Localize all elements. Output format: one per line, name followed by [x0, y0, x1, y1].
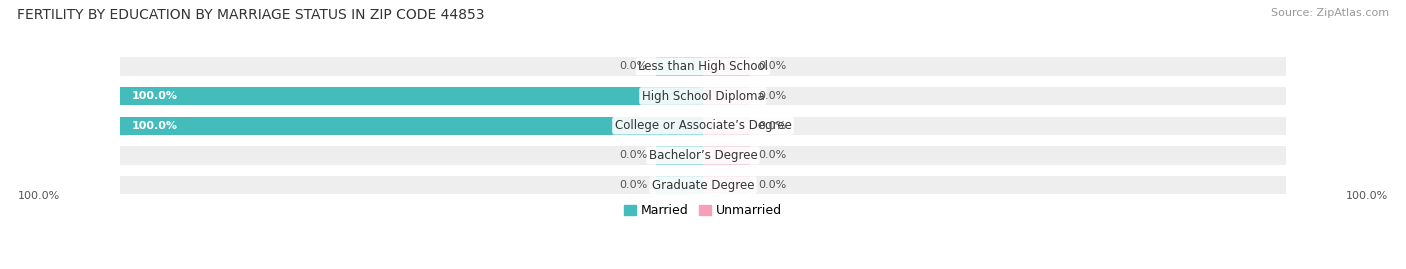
Bar [120, 87, 703, 105]
Text: Bachelor’s Degree: Bachelor’s Degree [648, 149, 758, 162]
Text: 100.0%: 100.0% [18, 192, 60, 201]
Text: FERTILITY BY EDUCATION BY MARRIAGE STATUS IN ZIP CODE 44853: FERTILITY BY EDUCATION BY MARRIAGE STATU… [17, 8, 485, 22]
Text: 0.0%: 0.0% [758, 121, 786, 131]
Bar [120, 116, 703, 135]
Bar [120, 87, 703, 105]
Bar [703, 87, 749, 105]
Bar [657, 176, 703, 194]
Bar [703, 176, 1286, 194]
Bar [703, 116, 749, 135]
Text: Graduate Degree: Graduate Degree [652, 179, 754, 192]
Bar [703, 57, 1286, 76]
Text: 100.0%: 100.0% [132, 121, 177, 131]
Bar [120, 57, 703, 76]
Bar [703, 146, 749, 165]
Bar [657, 57, 703, 76]
Bar [703, 176, 749, 194]
Text: Less than High School: Less than High School [638, 60, 768, 73]
Bar [703, 57, 749, 76]
Bar [703, 116, 1286, 135]
Bar [657, 146, 703, 165]
Text: 0.0%: 0.0% [758, 180, 786, 190]
Bar [703, 87, 1286, 105]
Text: 0.0%: 0.0% [620, 180, 648, 190]
Text: 0.0%: 0.0% [758, 91, 786, 101]
Bar [120, 176, 703, 194]
Bar [703, 146, 1286, 165]
Text: Source: ZipAtlas.com: Source: ZipAtlas.com [1271, 8, 1389, 18]
Text: 0.0%: 0.0% [758, 61, 786, 71]
Text: 0.0%: 0.0% [620, 61, 648, 71]
Text: 100.0%: 100.0% [1346, 192, 1388, 201]
Text: College or Associate’s Degree: College or Associate’s Degree [614, 119, 792, 132]
Text: 0.0%: 0.0% [758, 150, 786, 160]
Legend: Married, Unmarried: Married, Unmarried [619, 199, 787, 222]
Bar [120, 146, 703, 165]
Text: High School Diploma: High School Diploma [641, 90, 765, 102]
Text: 0.0%: 0.0% [620, 150, 648, 160]
Text: 100.0%: 100.0% [132, 91, 177, 101]
Bar [120, 116, 703, 135]
